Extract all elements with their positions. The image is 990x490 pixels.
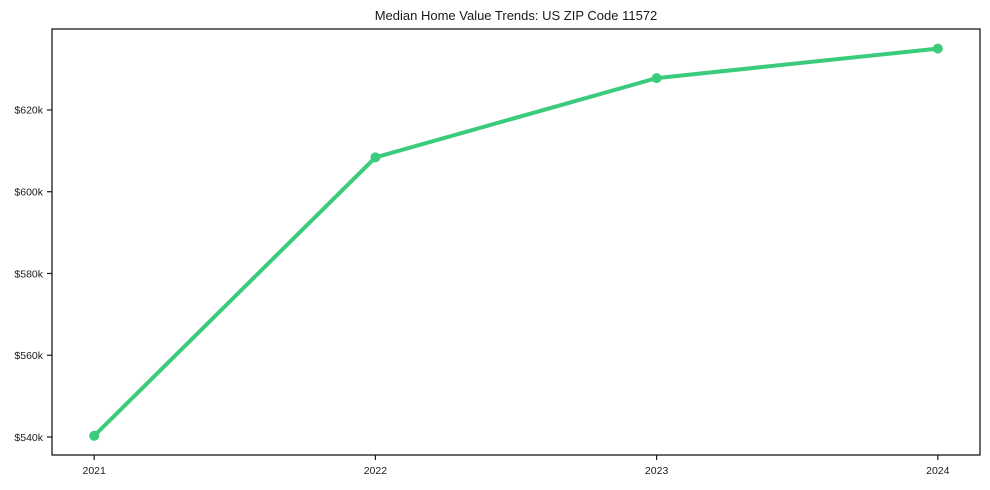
x-axis-tick-label: 2023 — [645, 465, 669, 477]
chart-title: Median Home Value Trends: US ZIP Code 11… — [375, 8, 658, 23]
trend-line — [92, 46, 940, 438]
data-point-marker — [932, 43, 943, 54]
y-axis-tick-label: $580k — [14, 268, 43, 280]
x-axis-tick-label: 2021 — [83, 465, 107, 477]
y-axis-tick-label: $620k — [14, 105, 43, 117]
y-axis-tick-label: $600k — [14, 187, 43, 199]
plot-border — [51, 28, 981, 456]
data-point-marker — [89, 430, 100, 441]
data-point-marker — [370, 152, 381, 163]
data-point-marker — [651, 73, 662, 84]
x-axis-tick-label: 2022 — [364, 465, 388, 477]
y-axis-tick-label: $540k — [14, 432, 43, 444]
y-axis-tick-label: $560k — [14, 350, 43, 362]
x-axis-tick-label: 2024 — [926, 465, 950, 477]
